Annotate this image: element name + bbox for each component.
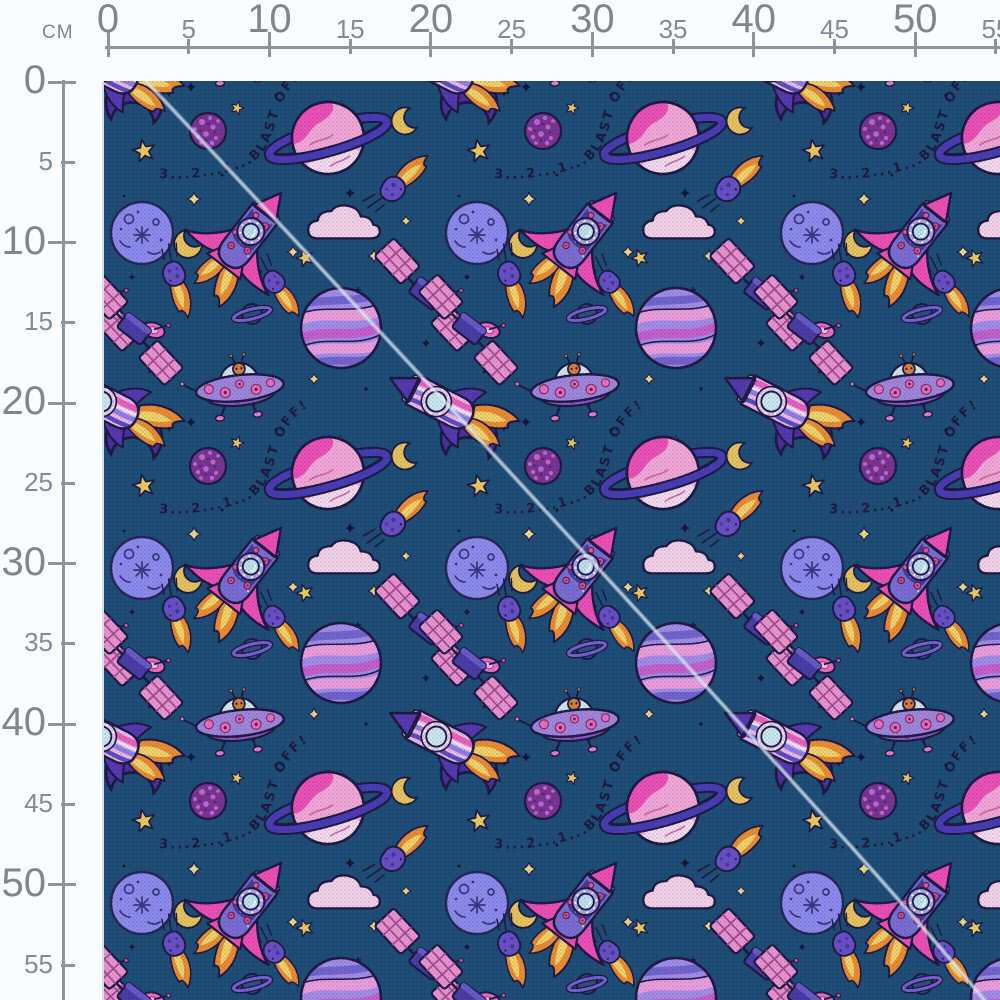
horizontal-ruler-line <box>105 46 1000 49</box>
ruler-tick-label: 15 <box>24 306 53 337</box>
ruler-tick-label: 30 <box>570 0 615 41</box>
ruler-tick <box>48 722 76 726</box>
vertical-ruler-line <box>62 80 65 1000</box>
ruler-tick <box>48 562 76 566</box>
fold-highlight-line <box>143 81 988 1000</box>
ruler-tick <box>510 39 514 54</box>
ruler-tick <box>48 241 76 245</box>
ruler-tick-label: 40 <box>731 0 777 41</box>
ruler-tick-label: 50 <box>1 860 47 905</box>
ruler-tick-label: 50 <box>893 0 938 41</box>
ruler-tick-label: 10 <box>1 218 47 263</box>
ruler-tick <box>48 883 76 887</box>
ruler-tick <box>994 39 998 54</box>
ruler-tick-label: 55 <box>24 948 53 979</box>
ruler-tick <box>429 32 433 57</box>
ruler-tick-label: 45 <box>24 787 53 818</box>
ruler-tick <box>48 401 76 405</box>
ruler-tick-label: 0 <box>96 0 120 41</box>
ruler-tick-label: 25 <box>24 466 53 497</box>
ruler-tick <box>267 32 271 57</box>
ruler-tick-label: 20 <box>408 0 454 41</box>
ruler-tick <box>48 80 76 84</box>
ruler-tick-label: 0 <box>23 58 46 102</box>
ruler-tick-label: 20 <box>1 379 47 424</box>
ruler-tick <box>61 642 75 646</box>
fabric-preview[interactable]: 3...2...1...BLAST OFF! <box>104 81 1000 1000</box>
ruler-tick-label: 40 <box>1 700 47 745</box>
ruler-tick <box>671 39 675 54</box>
ruler-tick <box>61 160 75 164</box>
ruler-tick <box>833 39 837 54</box>
ruler-tick <box>590 32 594 57</box>
ruler-tick <box>348 39 352 54</box>
ruler-tick-label: 45 <box>820 14 849 44</box>
ruler-tick <box>187 39 191 54</box>
ruler-tick <box>752 32 756 57</box>
ruler-tick <box>61 321 75 325</box>
ruler-tick-label: 10 <box>247 0 292 41</box>
ruler-tick-label: 15 <box>335 14 365 44</box>
vertical-ruler: 0 5 10 15 20 25 30 35 40 45 50 55 <box>0 0 100 1000</box>
ruler-tick-label: 5 <box>181 14 196 44</box>
ruler-unit-label: CM <box>42 22 74 43</box>
fabric-pattern-svg: 3...2...1...BLAST OFF! <box>104 81 1000 1000</box>
ruler-tick <box>61 481 75 485</box>
ruler-tick <box>913 32 917 57</box>
ruler-tick-label: 25 <box>497 14 527 44</box>
ruler-tick <box>61 802 75 806</box>
ruler-tick <box>61 963 75 967</box>
ruler-tick <box>106 32 110 57</box>
ruler-tick-label: 5 <box>38 145 53 176</box>
horizontal-ruler: CM 0 5 10 15 20 25 30 35 40 45 50 55 <box>0 0 1000 60</box>
ruler-tick-label: 35 <box>24 627 53 658</box>
ruler-tick-label: 55 <box>981 14 1000 44</box>
ruler-tick-label: 30 <box>1 539 47 584</box>
ruler-tick-label: 35 <box>658 14 688 44</box>
